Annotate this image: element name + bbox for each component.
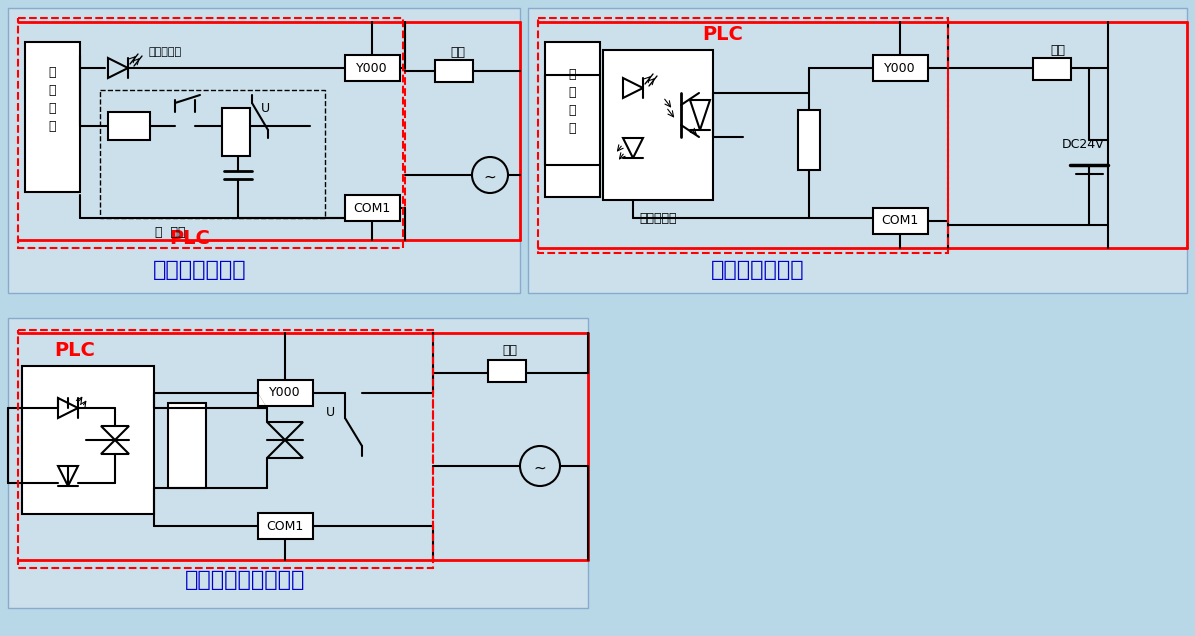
Bar <box>8 318 588 608</box>
Bar <box>874 208 929 234</box>
Bar <box>435 60 473 82</box>
Bar <box>108 112 151 140</box>
Text: COM1: COM1 <box>354 202 391 214</box>
Text: 输出指示灯: 输出指示灯 <box>148 47 182 57</box>
Bar <box>1032 58 1071 80</box>
Text: PLC: PLC <box>170 228 210 247</box>
Text: 路: 路 <box>569 123 576 135</box>
Bar <box>25 42 80 192</box>
Bar <box>345 55 400 81</box>
Bar <box>538 18 948 253</box>
Bar <box>18 18 403 248</box>
Text: DC24V: DC24V <box>1061 139 1104 151</box>
Bar <box>345 195 400 221</box>
Text: COM1: COM1 <box>882 214 919 228</box>
Text: Y000: Y000 <box>269 387 301 399</box>
Bar <box>258 380 313 406</box>
Text: Y000: Y000 <box>884 62 915 74</box>
Text: ~: ~ <box>534 460 546 476</box>
Bar <box>258 513 313 539</box>
Text: ~: ~ <box>484 170 496 184</box>
Text: 部: 部 <box>569 86 576 99</box>
Text: 路: 路 <box>48 120 56 132</box>
Text: 内: 内 <box>48 66 56 78</box>
Text: 继电器输出电路: 继电器输出电路 <box>153 260 247 280</box>
Text: 负载: 负载 <box>451 46 466 59</box>
Text: PLC: PLC <box>703 25 743 45</box>
Bar <box>528 8 1187 293</box>
Text: 电: 电 <box>569 104 576 118</box>
Bar <box>488 360 526 382</box>
Text: 电: 电 <box>48 102 56 114</box>
Text: 负载: 负载 <box>1050 43 1066 57</box>
Bar <box>8 8 520 293</box>
Text: PLC: PLC <box>55 340 96 359</box>
Text: 部: 部 <box>48 83 56 97</box>
Bar <box>168 403 206 488</box>
Text: U: U <box>261 102 270 114</box>
Bar <box>603 50 713 200</box>
Bar <box>100 90 325 218</box>
Text: 双向晶闸管输出电路: 双向晶闸管输出电路 <box>185 570 305 590</box>
Text: 继  电器: 继 电器 <box>154 226 185 238</box>
Bar <box>222 108 250 156</box>
Text: COM1: COM1 <box>266 520 304 532</box>
Text: 内: 内 <box>569 69 576 81</box>
Text: 输出指示灯: 输出指示灯 <box>639 212 676 225</box>
Bar <box>22 366 154 514</box>
Text: 负载: 负载 <box>503 343 517 357</box>
Bar <box>798 110 820 170</box>
Bar <box>18 330 433 568</box>
Bar <box>545 42 600 197</box>
Text: Y000: Y000 <box>356 62 388 74</box>
Text: 晶体管输出电路: 晶体管输出电路 <box>711 260 804 280</box>
Text: U: U <box>325 406 335 420</box>
Bar <box>874 55 929 81</box>
